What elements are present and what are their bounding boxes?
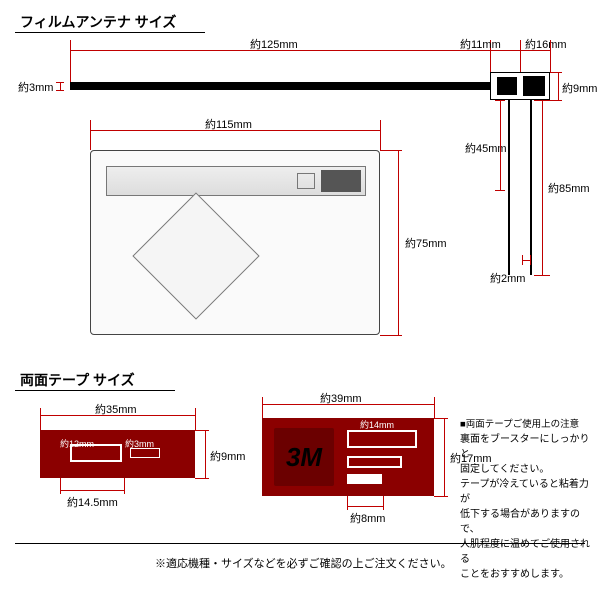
caution-l4: 低下する場合がありますので、 — [460, 507, 595, 537]
caution-l6: ことをおすすめします。 — [460, 567, 595, 582]
dim-75-t1 — [380, 150, 402, 151]
dim-35-tr — [195, 408, 196, 430]
caution-heading: ■両面テープご使用上の注意 — [460, 418, 595, 432]
dim-45-t2 — [495, 190, 505, 191]
separator-1 — [15, 32, 205, 33]
dim-75-label: 約75mm — [405, 235, 447, 251]
separator-3 — [15, 543, 585, 544]
dim-115-tr — [380, 120, 381, 150]
dim-16-line — [520, 50, 550, 51]
dim-45-t1 — [495, 100, 505, 101]
dim-39-label: 約39mm — [320, 390, 362, 406]
dim-85-label: 約85mm — [548, 180, 590, 196]
dim-9b-t1 — [195, 430, 209, 431]
dim-39-tl — [262, 397, 263, 418]
dim-125-label: 約125mm — [250, 36, 298, 52]
dim-145-tr — [124, 478, 125, 494]
caution-l2: 固定してください。 — [460, 462, 595, 477]
dim-85-v — [542, 100, 543, 275]
dim-115-tl — [90, 120, 91, 150]
dim-3-iv — [60, 82, 61, 90]
dim-9-t1 — [550, 72, 562, 73]
dim-16-tick-r — [550, 40, 551, 72]
dim-8-line — [347, 506, 383, 507]
dim-9-t2 — [550, 100, 562, 101]
dim-8-tr — [383, 496, 384, 510]
dim-85-t1 — [534, 100, 550, 101]
dim-2-t1 — [522, 255, 523, 265]
dim-145-line — [60, 490, 124, 491]
dim-11-line — [490, 50, 520, 51]
dim-17-t2 — [434, 496, 448, 497]
dim-115-label: 約115mm — [205, 116, 252, 132]
film-diamond — [132, 192, 259, 319]
dim-3b-label: 約3mm — [125, 437, 154, 450]
dim-45-v — [500, 100, 501, 190]
caution-l3: テープが冷えていると粘着力が — [460, 477, 595, 507]
dim-39-tr — [434, 397, 435, 418]
antenna-vertical-wire-2 — [530, 100, 532, 275]
title-film-antenna: フィルムアンテナ サイズ — [20, 12, 176, 32]
dim-8-label: 約8mm — [350, 510, 385, 526]
dim-12-label: 約12mm — [60, 437, 94, 450]
dim-35-tl — [40, 408, 41, 430]
dim-75-v — [398, 150, 399, 335]
dim-145-label: 約14.5mm — [67, 494, 118, 510]
caution-block: ■両面テープご使用上の注意 裏面をブースターにしっかりと 固定してください。 テ… — [460, 418, 595, 582]
separator-2 — [15, 390, 175, 391]
dim-3-label: 約3mm — [18, 79, 53, 95]
tape-right: 3M — [262, 418, 434, 496]
caution-l5: 人肌程度に温めてご使用される — [460, 537, 595, 567]
dim-9b-t2 — [195, 478, 209, 479]
dim-75-t2 — [380, 335, 402, 336]
dim-2-label: 約2mm — [490, 270, 525, 286]
tape-3m-logo: 3M — [274, 428, 334, 486]
dim-9b-v — [205, 430, 206, 478]
title-tape: 両面テープ サイズ — [20, 370, 135, 390]
antenna-connector — [490, 72, 550, 100]
dim-35-label: 約35mm — [95, 401, 137, 417]
dim-2-t2 — [530, 255, 531, 265]
dim-9b-label: 約9mm — [210, 448, 245, 464]
dim-3-i2 — [56, 90, 64, 91]
dim-2-h — [522, 260, 530, 261]
dim-9-v — [558, 72, 559, 100]
dim-14-label: 約14mm — [360, 418, 394, 431]
dim-125-tick-l — [70, 40, 71, 82]
caution-l1: 裏面をブースターにしっかりと — [460, 432, 595, 462]
footnote: ※適応機種・サイズなどを必ずご確認の上ご注文ください。 — [155, 555, 452, 571]
dim-8-tl — [347, 496, 348, 510]
dim-17-t1 — [434, 418, 448, 419]
dim-16-tick — [520, 40, 521, 72]
dim-9-label: 約9mm — [562, 80, 597, 96]
film-outline — [90, 150, 380, 335]
antenna-horizontal-bar — [70, 82, 490, 90]
dim-145-tl — [60, 478, 61, 494]
antenna-vertical-wire-1 — [508, 100, 510, 275]
dim-17-v — [444, 418, 445, 496]
dim-85-t2 — [534, 275, 550, 276]
